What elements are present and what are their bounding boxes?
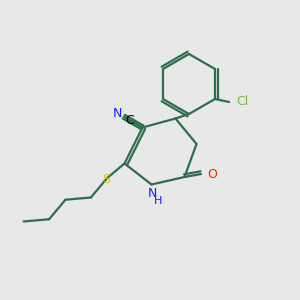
Text: N: N: [147, 187, 157, 200]
Text: H: H: [154, 196, 162, 206]
Text: N: N: [112, 106, 122, 120]
Text: Cl: Cl: [236, 95, 248, 109]
Text: S: S: [102, 173, 110, 186]
Text: O: O: [208, 167, 218, 181]
Text: C: C: [125, 114, 134, 128]
